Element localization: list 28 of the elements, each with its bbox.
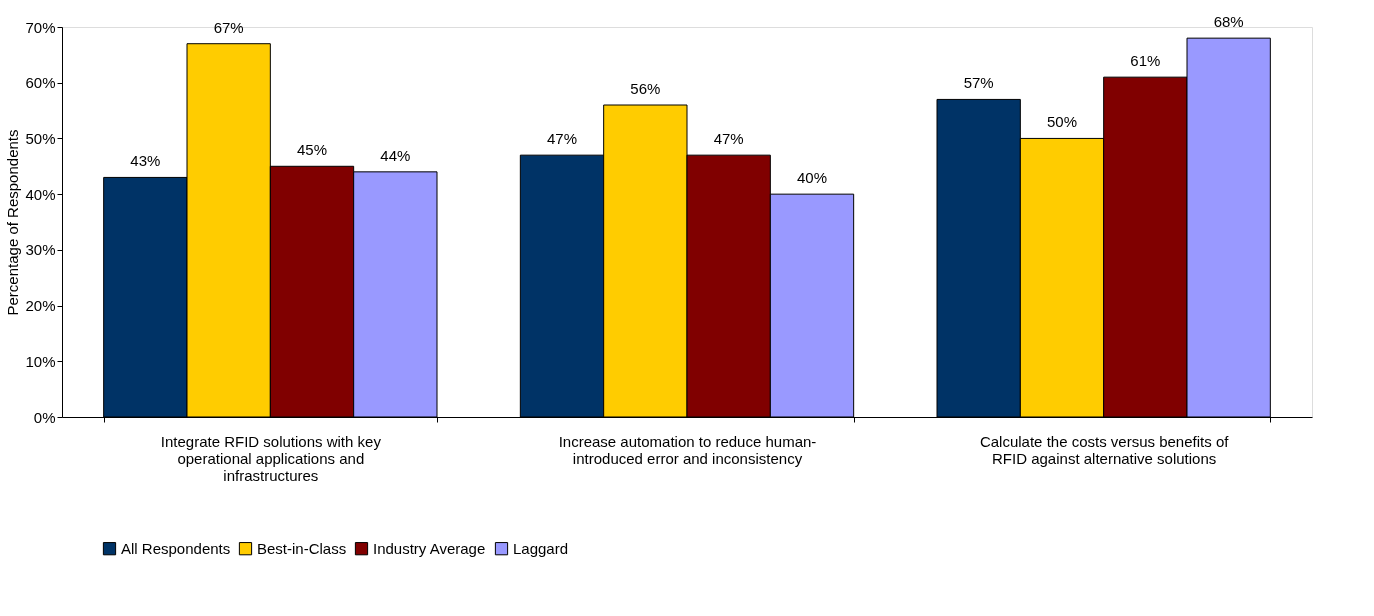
data-label: 47% <box>546 130 578 148</box>
data-label: 45% <box>296 141 328 159</box>
data-label: 67% <box>213 18 244 36</box>
data-label: 57% <box>963 74 994 92</box>
data-label: 50% <box>1046 113 1078 131</box>
data-label: 40% <box>796 169 828 187</box>
y-tick-label: 30% <box>25 241 56 259</box>
x-tick-label: Increase automation to reduce human-introduced error and inconsistency <box>558 432 817 467</box>
y-tick-label: 20% <box>25 297 56 315</box>
y-tick-label: 70% <box>25 18 56 36</box>
legend-label: Best-in-Class <box>257 539 347 557</box>
y-tick-label: 50% <box>25 129 56 147</box>
data-label: 61% <box>1130 52 1161 70</box>
legend-label: All Respondents <box>121 539 231 557</box>
y-tick-label: 60% <box>25 74 56 92</box>
y-tick-label: 40% <box>25 185 56 203</box>
y-axis-title: Percentage of Respondents <box>4 129 22 316</box>
x-tick-label: Integrate RFID solutions with key operational applications and infrastructures <box>160 432 382 484</box>
data-label: 68% <box>1213 13 1244 31</box>
x-tick-label: Calculate the costs versus benefits of RFID against alternative solutions <box>979 432 1230 467</box>
data-label: 47% <box>713 130 744 148</box>
legend-label: Laggard <box>513 539 569 557</box>
data-label: 43% <box>130 152 161 170</box>
y-tick-label: 10% <box>25 352 56 370</box>
y-tick-label: 0% <box>33 408 56 426</box>
data-label: 44% <box>380 146 411 164</box>
data-label: 56% <box>630 80 661 97</box>
legend-label: Industry Average <box>373 539 486 557</box>
